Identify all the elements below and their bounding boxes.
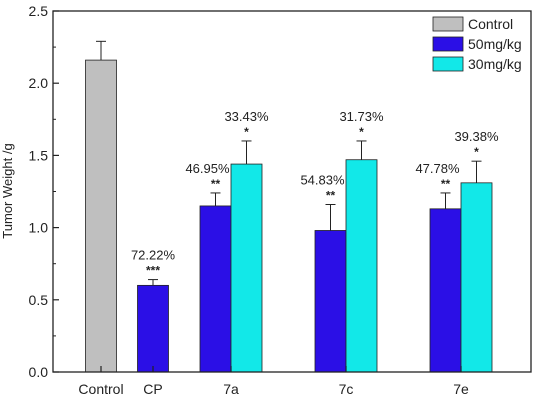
- percent-label: 31.73%: [339, 109, 384, 124]
- legend-label: 50mg/kg: [468, 36, 522, 52]
- percent-label: 33.43%: [224, 109, 269, 124]
- y-tick-label: 1.0: [29, 220, 49, 236]
- x-tick-label: Control: [78, 381, 123, 397]
- bars-layer: [85, 59, 493, 373]
- percent-label: 47.78%: [415, 161, 460, 176]
- percent-label: 72.22%: [131, 248, 176, 263]
- bar-7c-50mg/kg: [314, 230, 347, 373]
- bar-7c-30mg/kg: [345, 159, 378, 373]
- y-tick-label: 0.5: [29, 292, 49, 308]
- bar-7a-30mg/kg: [230, 163, 263, 373]
- legend-label: Control: [468, 16, 513, 32]
- significance-label: *: [244, 125, 249, 139]
- error-bars-layer: [96, 40, 482, 286]
- legend-swatch-50mg/kg: [432, 36, 464, 52]
- percent-label: 54.83%: [300, 172, 345, 187]
- legend-label: 30mg/kg: [468, 56, 522, 72]
- legend-swatch-Control: [432, 16, 464, 32]
- bar-7a-50mg/kg: [199, 205, 232, 373]
- significance-label: **: [441, 177, 451, 191]
- y-tick-label: 2.0: [29, 75, 49, 91]
- annotation-layer: ***72.22%**46.95%*33.43%**54.83%*31.73%*…: [131, 109, 499, 278]
- significance-label: *: [474, 145, 479, 159]
- axis-layer: 0.0 0.5 1.0 1.5 2.0 2.5 Control CP 7a 7c 7e: [29, 3, 469, 397]
- y-tick-label: 2.5: [29, 3, 49, 19]
- significance-label: *: [359, 125, 364, 139]
- y-axis-title: Tumor Weight /g: [0, 143, 15, 238]
- significance-label: ***: [146, 264, 160, 278]
- x-tick-label: CP: [143, 381, 162, 397]
- bar-7e-30mg/kg: [460, 182, 493, 373]
- bar-CP-50mg/kg: [137, 284, 169, 373]
- significance-label: **: [326, 188, 336, 202]
- percent-label: 39.38%: [454, 129, 499, 144]
- legend-swatch-30mg/kg: [432, 56, 464, 72]
- percent-label: 46.95%: [185, 161, 230, 176]
- bar-7e-50mg/kg: [429, 208, 462, 373]
- x-tick-label: 7a: [223, 381, 239, 397]
- bar-Control-Control: [85, 59, 117, 373]
- y-tick-label: 1.5: [29, 147, 49, 163]
- x-tick-label: 7e: [453, 381, 469, 397]
- y-tick-label: 0.0: [29, 364, 49, 380]
- x-tick-label: 7c: [339, 381, 354, 397]
- legend: Control 50mg/kg 30mg/kg: [432, 16, 522, 72]
- significance-label: **: [211, 177, 221, 191]
